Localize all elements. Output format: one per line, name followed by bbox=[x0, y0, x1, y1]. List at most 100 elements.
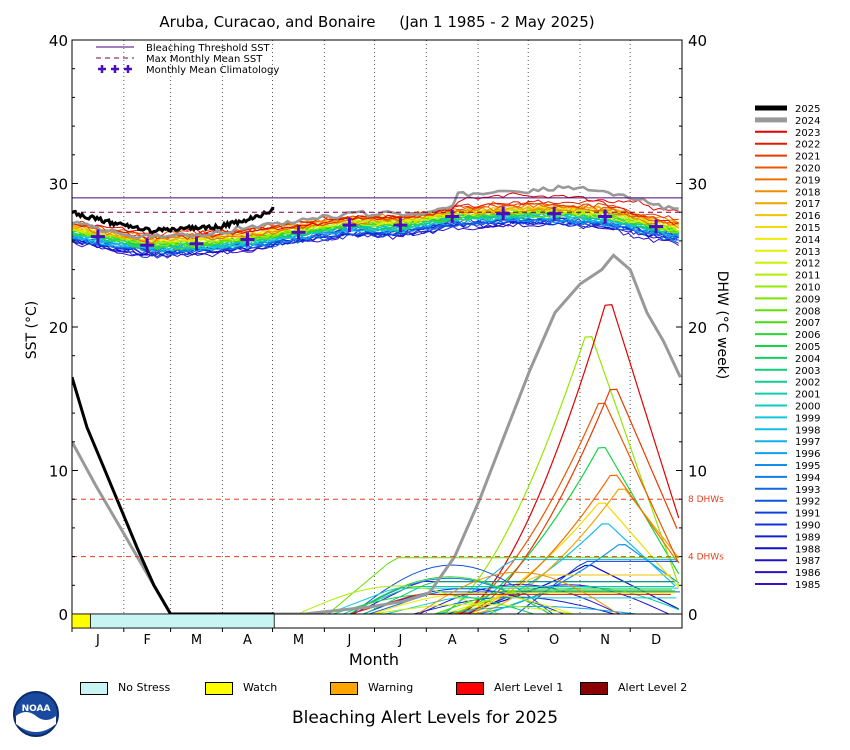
alert-level-2-label: Alert Level 2 bbox=[618, 681, 688, 694]
year-legend-label-1995: 1995 bbox=[795, 461, 820, 472]
y-tick-label-right: 0 bbox=[688, 606, 698, 624]
climatology-marker bbox=[649, 219, 664, 234]
y-tick-label-left: 30 bbox=[49, 176, 68, 194]
dhw-line-2022 bbox=[349, 593, 671, 614]
y-tick-label-right: 20 bbox=[688, 319, 707, 337]
dhw-line-2001 bbox=[488, 587, 680, 614]
month-label: S bbox=[499, 633, 507, 648]
year-legend-label-2010: 2010 bbox=[795, 283, 820, 294]
dhw-line-2018 bbox=[417, 571, 679, 614]
year-legend-label-1988: 1988 bbox=[795, 544, 820, 555]
year-legend-label-2018: 2018 bbox=[795, 187, 820, 198]
year-legend-label-2004: 2004 bbox=[795, 354, 820, 365]
year-legend-label-2009: 2009 bbox=[795, 294, 820, 305]
dhw-line-1996 bbox=[435, 605, 676, 614]
no-stress-swatch bbox=[80, 682, 108, 695]
year-legend-label-1986: 1986 bbox=[795, 568, 820, 579]
dhw-line-2003 bbox=[363, 581, 675, 614]
climatology-marker bbox=[189, 236, 204, 251]
year-legend-label-2014: 2014 bbox=[795, 235, 820, 246]
dhw-line-2019 bbox=[463, 474, 678, 614]
dhw-line-2012 bbox=[372, 603, 674, 614]
warning-label: Warning bbox=[368, 681, 414, 694]
year-legend: 2025202420232022202120202019201820172016… bbox=[755, 104, 820, 591]
dhw-line-2002 bbox=[343, 586, 675, 614]
alert-legend: No Stress Watch Warning Alert Level 1 Al… bbox=[80, 680, 700, 698]
year-legend-label-2023: 2023 bbox=[795, 128, 820, 139]
year-legend-label-1999: 1999 bbox=[795, 413, 820, 424]
year-legend-label-1992: 1992 bbox=[795, 497, 820, 508]
month-label: J bbox=[397, 633, 402, 648]
month-label: M bbox=[191, 633, 202, 648]
year-legend-label-2020: 2020 bbox=[795, 164, 820, 175]
alert-level-1-swatch bbox=[456, 682, 484, 695]
year-legend-label-2016: 2016 bbox=[795, 211, 820, 222]
year-legend-label-2024: 2024 bbox=[795, 116, 820, 127]
year-legend-label-2015: 2015 bbox=[795, 223, 820, 234]
y-tick-label-right: 10 bbox=[688, 463, 707, 481]
sst-line-2025 bbox=[72, 206, 275, 235]
y-tick-label-left: 0 bbox=[58, 606, 68, 624]
y-axis-label-right: DHW (°C week) bbox=[714, 271, 730, 380]
year-legend-label-2005: 2005 bbox=[795, 342, 820, 353]
month-label: O bbox=[549, 633, 559, 648]
dhw-line-2023 bbox=[457, 304, 680, 614]
y-tick-label-right: 40 bbox=[688, 32, 707, 50]
month-label: J bbox=[95, 633, 100, 648]
sst-line-2024 bbox=[72, 184, 679, 240]
dhw-threshold-label: 4 DHWs bbox=[688, 553, 724, 563]
year-legend-label-2003: 2003 bbox=[795, 366, 820, 377]
year-legend-label-1985: 1985 bbox=[795, 580, 820, 591]
legend-label: Monthly Mean Climatology bbox=[146, 65, 279, 76]
month-label: A bbox=[448, 633, 457, 648]
plot-area: 0 0 10 10 20 20 30 30 40 40 8 DHWs 4 DHWs J F M A M J J A S O… bbox=[49, 32, 724, 648]
climatology-marker bbox=[393, 218, 408, 233]
climatology-marker bbox=[445, 209, 460, 224]
dhw-line-2020 bbox=[451, 402, 680, 614]
legend-label: Max Monthly Mean SST bbox=[146, 54, 263, 65]
warning-swatch bbox=[330, 682, 358, 695]
y-tick-label-left: 10 bbox=[49, 463, 68, 481]
legend-label: Bleaching Threshold SST bbox=[146, 43, 271, 54]
no-stress-label: No Stress bbox=[118, 681, 171, 694]
climatology-marker bbox=[291, 225, 306, 240]
month-label: D bbox=[651, 633, 661, 648]
year-legend-label-1993: 1993 bbox=[795, 485, 820, 496]
year-legend-label-1998: 1998 bbox=[795, 425, 820, 436]
x-axis-label: Month bbox=[349, 650, 399, 669]
year-legend-label-2001: 2001 bbox=[795, 390, 820, 401]
dhw-line-2025 bbox=[72, 376, 275, 614]
year-legend-label-2011: 2011 bbox=[795, 271, 820, 282]
watch-swatch bbox=[205, 682, 233, 695]
year-legend-label-2008: 2008 bbox=[795, 306, 820, 317]
sst-line-2017 bbox=[72, 205, 679, 244]
noaa-logo-text: NOAA bbox=[22, 704, 51, 714]
month-label: M bbox=[293, 633, 304, 648]
year-legend-label-1994: 1994 bbox=[795, 473, 820, 484]
year-legend-label-1991: 1991 bbox=[795, 509, 820, 520]
year-legend-label-2013: 2013 bbox=[795, 247, 820, 258]
dhw-line-2024 bbox=[72, 253, 682, 614]
month-label: A bbox=[243, 633, 252, 648]
dhw-line-1987 bbox=[468, 584, 679, 614]
y-tick-label-right: 30 bbox=[688, 176, 707, 194]
dhw-line-2014 bbox=[372, 592, 674, 614]
dhw-line-2007 bbox=[434, 590, 676, 614]
y-tick-label-left: 40 bbox=[49, 32, 68, 50]
year-legend-label-1989: 1989 bbox=[795, 532, 820, 543]
year-legend-label-1990: 1990 bbox=[795, 521, 820, 532]
year-legend-label-2019: 2019 bbox=[795, 175, 820, 186]
y-axis-label-left: SST (°C) bbox=[24, 301, 40, 359]
year-legend-label-1997: 1997 bbox=[795, 437, 820, 448]
dhw-line-2011 bbox=[297, 585, 679, 614]
year-legend-label-2022: 2022 bbox=[795, 140, 820, 151]
dhw-line-2010 bbox=[437, 335, 680, 614]
alert-level-1-label: Alert Level 1 bbox=[494, 681, 564, 694]
climatology-marker bbox=[342, 218, 357, 233]
bottom-title: Bleaching Alert Levels for 2025 bbox=[291, 708, 559, 728]
year-legend-label-2002: 2002 bbox=[795, 378, 820, 389]
dhw-line-1999 bbox=[327, 587, 679, 614]
alert-strip-segment bbox=[89, 613, 275, 629]
